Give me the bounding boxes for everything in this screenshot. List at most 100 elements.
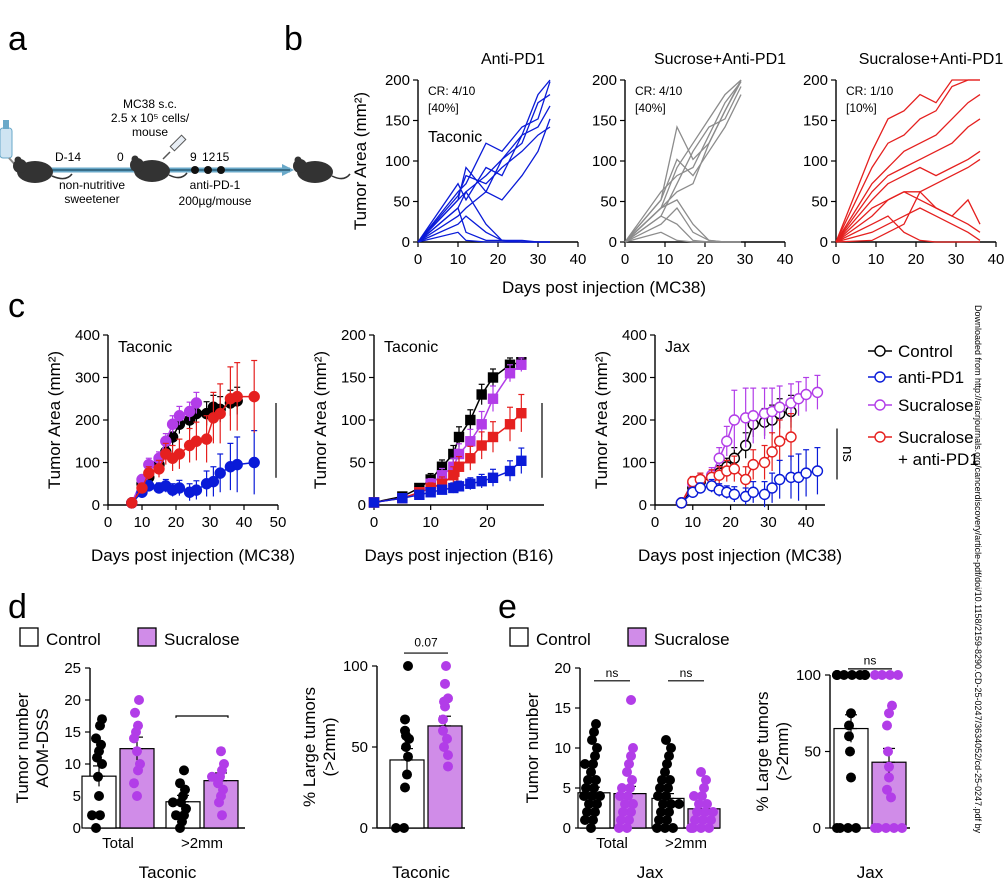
y-tick-label: 10 (64, 756, 81, 773)
y-tick-label: 400 (622, 327, 647, 344)
y-tick-label: 0 (609, 234, 617, 251)
y-tick-label: 200 (592, 72, 617, 89)
x-tick-label: 10 (450, 251, 467, 268)
data-point-control (655, 783, 665, 793)
data-point-sucralose (438, 725, 448, 736)
mouse-growth-line (624, 231, 741, 243)
data-point-antipd1 (811, 465, 824, 477)
x-tick-label: 20 (722, 514, 739, 531)
data-point-control (652, 823, 662, 833)
data-point-antipd1 (425, 487, 436, 498)
data-point-combo (785, 431, 797, 443)
data-point-sucralose (440, 701, 450, 712)
sweetener-label: sweetener (64, 192, 119, 206)
data-point-sucralose (443, 761, 453, 772)
data-point-combo (766, 446, 778, 458)
data-point-sucralose (696, 767, 706, 777)
data-point-control (586, 767, 596, 777)
x-tick-label: 10 (657, 251, 674, 268)
y-tick-label: 0 (358, 497, 366, 514)
y-tick-label: 0 (563, 820, 571, 837)
data-point-combo (487, 431, 499, 443)
data-point-control (476, 389, 487, 400)
y-tick-label: 100 (385, 153, 410, 170)
data-point-sucralose (616, 815, 626, 825)
data-point-antipd1 (207, 475, 220, 488)
data-point-control (847, 670, 857, 680)
data-point-control (391, 823, 401, 833)
data-point-control (94, 791, 104, 801)
data-point-combo (190, 435, 203, 447)
data-point-combo (448, 470, 459, 481)
panel-letter-c: c (8, 287, 25, 325)
legend: Control anti-PD1 Sucralose Sucralose + anti-… (868, 342, 979, 469)
legend-marker-combo (874, 431, 886, 443)
mouse-growth-line (835, 94, 981, 243)
dose-dot (204, 166, 212, 174)
x-axis-label: Days post injection (MC38) (502, 278, 706, 297)
data-point-control (465, 414, 476, 426)
data-point-control (400, 714, 410, 725)
data-point-sucralose (625, 783, 635, 793)
data-point-sucralose (626, 751, 636, 761)
data-point-sucralose (465, 436, 476, 447)
data-point-combo (231, 390, 243, 403)
y-tick-label: 300 (75, 370, 100, 387)
data-point-antipd1 (728, 488, 741, 501)
y-tick-label: 100 (622, 455, 647, 472)
data-point-combo (504, 419, 516, 430)
mouse-growth-line (835, 150, 981, 243)
data-point-antipd1 (516, 455, 527, 466)
data-point-sucralose (516, 359, 527, 370)
panel-letter-e: e (498, 588, 517, 626)
x-tick-label: 0 (621, 251, 629, 268)
data-point-sucralose (133, 765, 143, 776)
y-tick-label: 100 (75, 455, 100, 472)
data-point-control (664, 807, 674, 817)
x-tick-label: 30 (202, 514, 219, 531)
data-point-sucralose (129, 733, 139, 744)
y-tick-label: 200 (75, 412, 100, 429)
data-point-antipd1 (747, 486, 759, 498)
legend-label: Control (536, 630, 591, 649)
x-tick-label: 0 (370, 514, 378, 531)
x-axis-label: Jax (637, 863, 664, 882)
legend-swatch-control (509, 627, 529, 647)
legend-label: Sucralose (898, 428, 974, 447)
data-point-control (400, 782, 410, 793)
data-point-sucralose (884, 772, 894, 783)
dose-day-label: 15 (216, 150, 230, 164)
y-tick-label: 150 (341, 370, 366, 387)
y-axis-label: % Large tumors (753, 692, 772, 812)
data-point-control (592, 743, 602, 753)
bar-chart-d1: 0 5 10 15 20 25 Tumor number AOM-DSS Taconic Tota… (13, 627, 245, 882)
data-point-control (175, 823, 185, 833)
data-point-control (832, 670, 842, 680)
data-point-control (845, 746, 855, 757)
pd1-label: 200µg/mouse (179, 194, 252, 208)
data-point-sucralose (692, 807, 702, 817)
y-tick-label: 25 (64, 660, 81, 677)
mc38-label: MC38 s.c. (123, 97, 177, 111)
data-point-antipd1 (214, 467, 226, 479)
data-point-antipd1 (487, 472, 499, 483)
panel-letter-a: a (8, 20, 27, 58)
data-point-combo (153, 463, 165, 475)
data-point-sucralose (877, 670, 887, 680)
y-tick-label: 0 (73, 820, 81, 837)
dose-day-label: 9 (190, 150, 197, 164)
y-tick-label: 5 (73, 788, 81, 805)
data-point-antipd1 (773, 473, 786, 486)
download-note: Downloaded from http://aacrjournals.org/… (973, 305, 983, 834)
data-point-sucralose (747, 410, 759, 422)
y-tick-label: 0 (813, 820, 821, 837)
x-tick-label: 10 (134, 514, 151, 531)
data-point-sucralose (617, 783, 627, 793)
y-tick-label: 20 (64, 692, 81, 709)
data-point-antipd1 (675, 497, 688, 509)
data-point-control (662, 759, 672, 769)
data-point-sucralose (881, 823, 891, 833)
x-tick-label: 10 (868, 251, 885, 268)
data-point-control (95, 810, 105, 821)
plot-annotation: CR: 4/10 (635, 84, 683, 98)
